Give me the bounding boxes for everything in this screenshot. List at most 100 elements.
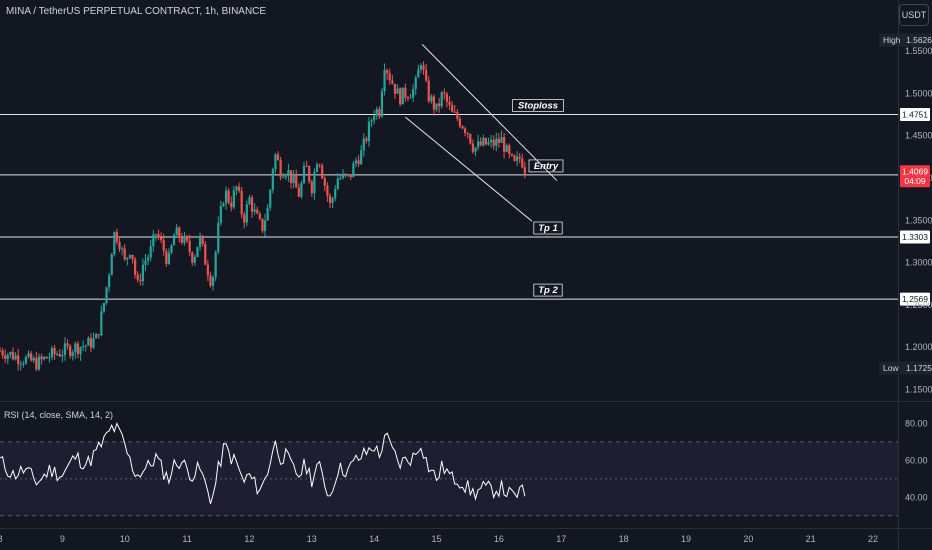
candle-body [279, 160, 282, 178]
low-label-value: 1.1725 [906, 363, 932, 373]
candle-body [357, 160, 360, 165]
candle-body [435, 103, 438, 110]
candle-body [193, 256, 196, 263]
candle-body [136, 274, 139, 280]
level-price-box [900, 292, 930, 306]
candle-body [61, 354, 64, 357]
x-tick-label: 10 [120, 534, 130, 544]
candle-body [167, 252, 170, 264]
candle-body [344, 173, 347, 175]
candle-body [393, 83, 397, 94]
candle-body [430, 96, 433, 102]
candle-body [43, 356, 46, 360]
candle-body [380, 91, 384, 117]
candle-body [406, 97, 410, 99]
candle-body [157, 233, 160, 238]
candle-body [310, 181, 313, 194]
candle-body [495, 138, 498, 146]
candle-body [35, 358, 38, 370]
candle-body [66, 343, 69, 346]
candle-body [469, 133, 472, 144]
candle-body [513, 155, 516, 161]
candle-body [222, 203, 225, 207]
candle-body [321, 165, 324, 179]
candle-body [243, 214, 246, 223]
low-label-box [879, 361, 931, 375]
candle-body [37, 356, 41, 370]
x-tick-label: 8 [0, 534, 3, 544]
candle-body [443, 92, 446, 94]
level-tag: Stoploss [518, 101, 558, 112]
candle-body [409, 97, 412, 99]
candle-body [105, 287, 108, 303]
rsi-line-group [0, 422, 526, 505]
candle-body [204, 243, 207, 265]
candle-body [295, 175, 298, 188]
x-tick-label: 17 [556, 534, 566, 544]
candle-body [482, 137, 485, 146]
level-tag: Tp 1 [538, 223, 558, 234]
level-price-label: 1.4751 [902, 110, 928, 120]
candle-body [269, 189, 272, 208]
candle-body [224, 190, 228, 204]
rsi-tick-label: 40.00 [905, 492, 928, 502]
candle-body [391, 80, 394, 84]
candle-body [121, 248, 124, 250]
candle-body [263, 220, 267, 231]
candle-body [209, 275, 212, 286]
x-tick-label: 9 [60, 534, 65, 544]
candle-body [0, 350, 2, 352]
chart-title: MINA / TetherUS PERPETUAL CONTRACT, 1h, … [6, 6, 267, 17]
candle-body [466, 133, 469, 135]
candle-body [456, 111, 459, 119]
candle-body [134, 259, 137, 275]
candle-body [27, 353, 30, 358]
candle-body [22, 363, 25, 365]
candle-body [347, 174, 350, 176]
candle-body [175, 227, 178, 236]
candle-body [188, 240, 191, 253]
candle-body [53, 348, 56, 355]
candle-body [87, 338, 90, 346]
candle-body [227, 190, 230, 203]
candle-body [118, 241, 121, 249]
candle-body [45, 356, 48, 359]
candles [0, 61, 526, 372]
currency-button[interactable]: USDT [899, 4, 929, 26]
candle-body [328, 195, 332, 203]
y-tick-label: 1.3500 [905, 215, 932, 225]
candle-body [502, 137, 506, 152]
candle-body [352, 163, 355, 178]
current-price-box [900, 165, 930, 188]
candle-body [425, 69, 428, 81]
candle-body [300, 183, 303, 197]
candle-body [126, 257, 129, 260]
candle-body [349, 174, 352, 178]
channel-line [421, 44, 558, 181]
x-tick-label: 20 [743, 534, 753, 544]
candle-body [58, 353, 61, 357]
candle-body [505, 145, 508, 152]
candle-body [412, 88, 415, 98]
x-tick-label: 18 [619, 534, 629, 544]
level-tag-box [512, 99, 564, 112]
candle-body [388, 73, 391, 81]
current-price-label: 1.4069 [902, 167, 928, 177]
candle-body [386, 69, 389, 74]
candle-body [271, 169, 274, 190]
candle-body [14, 355, 17, 360]
candle-body [500, 137, 503, 143]
level-price-box [900, 108, 930, 122]
rsi-label: RSI (14, close, SMA, 14, 2) [4, 410, 114, 420]
high-label-value: 1.5626 [906, 35, 932, 45]
candle-body [24, 357, 28, 364]
x-tick-label: 13 [307, 534, 317, 544]
candle-body [521, 158, 524, 168]
candle-body [396, 88, 399, 94]
y-tick-label: 1.5000 [905, 88, 932, 98]
candle-body [100, 311, 103, 336]
candle-body [313, 171, 316, 194]
candle-body [282, 177, 285, 179]
